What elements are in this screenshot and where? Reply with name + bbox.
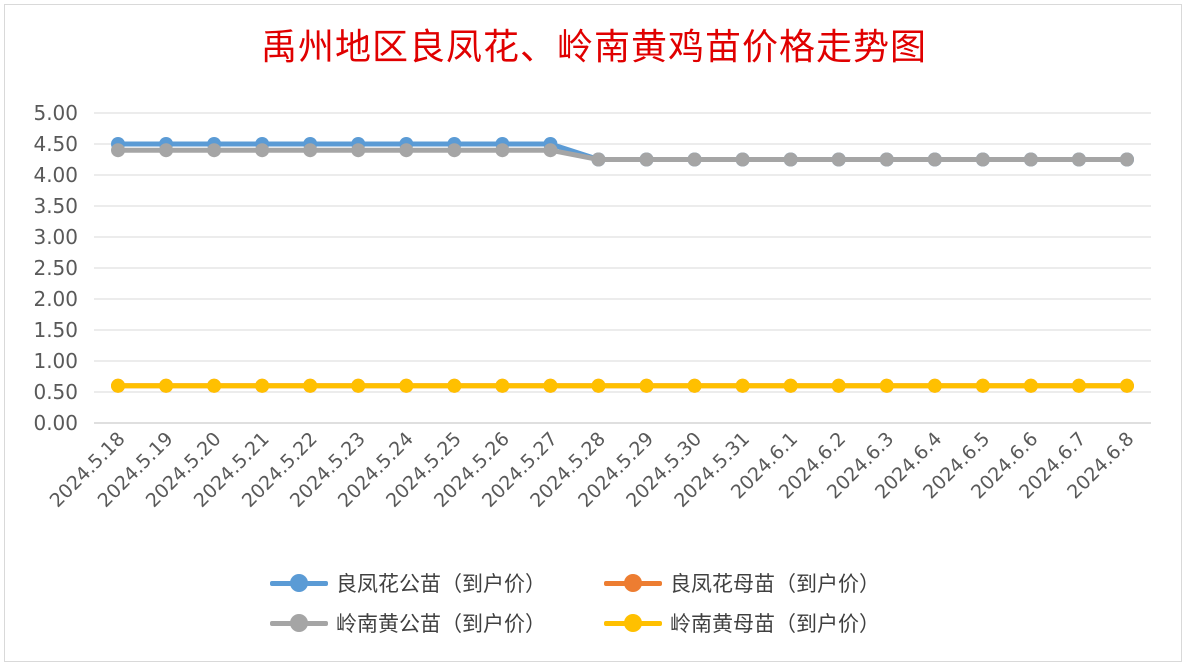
data-point [159, 378, 174, 393]
data-point [1023, 378, 1038, 393]
legend-label-2: 良凤花母苗（到户价） [670, 572, 880, 596]
y-tick-label: 5.00 [33, 101, 78, 125]
chart-frame [4, 4, 1182, 662]
legend-swatch-2 [602, 573, 664, 593]
data-point [831, 152, 846, 167]
chart-legend: 良凤花公苗（到户价） 良凤花母苗（到户价） 岭南黄公苗（到户价） 岭南黄母苗（到… [268, 566, 968, 646]
data-point [351, 378, 366, 393]
y-tick-label: 0.50 [33, 380, 78, 404]
legend-dot-1 [290, 574, 308, 592]
y-tick-label: 4.50 [33, 132, 78, 156]
legend-label-4: 岭南黄母苗（到户价） [670, 612, 880, 636]
data-point [255, 143, 270, 158]
data-point [543, 378, 558, 393]
data-point [1119, 378, 1134, 393]
chart-title: 禹州地区良凤花、岭南黄鸡苗价格走势图 [260, 27, 927, 68]
data-point [159, 143, 174, 158]
data-point [111, 378, 126, 393]
data-point [735, 378, 750, 393]
data-point [1023, 152, 1038, 167]
legend-swatch-1 [268, 573, 330, 593]
data-point [975, 152, 990, 167]
data-point [591, 378, 606, 393]
y-tick-label: 3.00 [33, 225, 78, 249]
data-point [687, 152, 702, 167]
data-point [831, 378, 846, 393]
data-point [639, 378, 654, 393]
legend-swatch-4 [602, 613, 664, 633]
legend-item-2: 良凤花母苗（到户价） [602, 566, 880, 600]
data-point [1071, 378, 1086, 393]
y-tick-label: 4.00 [33, 163, 78, 187]
y-tick-label: 3.50 [33, 194, 78, 218]
data-point [927, 152, 942, 167]
data-point [975, 378, 990, 393]
y-tick-label: 2.00 [33, 287, 78, 311]
data-point [1119, 152, 1134, 167]
data-point [495, 143, 510, 158]
y-tick-label: 1.50 [33, 318, 78, 342]
data-point [447, 143, 462, 158]
data-point [495, 378, 510, 393]
data-point [687, 378, 702, 393]
legend-dot-2 [624, 574, 642, 592]
data-point [399, 378, 414, 393]
data-point [591, 152, 606, 167]
data-point [351, 143, 366, 158]
data-point [783, 152, 798, 167]
legend-item-4: 岭南黄母苗（到户价） [602, 606, 880, 640]
data-point [447, 378, 462, 393]
data-point [639, 152, 654, 167]
legend-dot-3 [290, 614, 308, 632]
data-point [303, 143, 318, 158]
data-point [543, 143, 558, 158]
legend-item-1: 良凤花公苗（到户价） [268, 566, 546, 600]
legend-swatch-3 [268, 613, 330, 633]
data-point [399, 143, 414, 158]
legend-label-3: 岭南黄公苗（到户价） [336, 612, 546, 636]
data-point [783, 378, 798, 393]
data-point [303, 378, 318, 393]
data-point [207, 378, 222, 393]
y-tick-label: 0.00 [33, 411, 78, 435]
data-point [207, 143, 222, 158]
data-point [255, 378, 270, 393]
y-tick-label: 1.00 [33, 349, 78, 373]
data-point [879, 378, 894, 393]
data-point [1071, 152, 1086, 167]
data-point [927, 378, 942, 393]
legend-dot-4 [624, 614, 642, 632]
legend-item-3: 岭南黄公苗（到户价） [268, 606, 546, 640]
series-line-3 [115, 147, 1130, 162]
data-point [111, 143, 126, 158]
legend-label-1: 良凤花公苗（到户价） [336, 572, 546, 596]
y-tick-label: 2.50 [33, 256, 78, 280]
data-point [735, 152, 750, 167]
data-point [879, 152, 894, 167]
